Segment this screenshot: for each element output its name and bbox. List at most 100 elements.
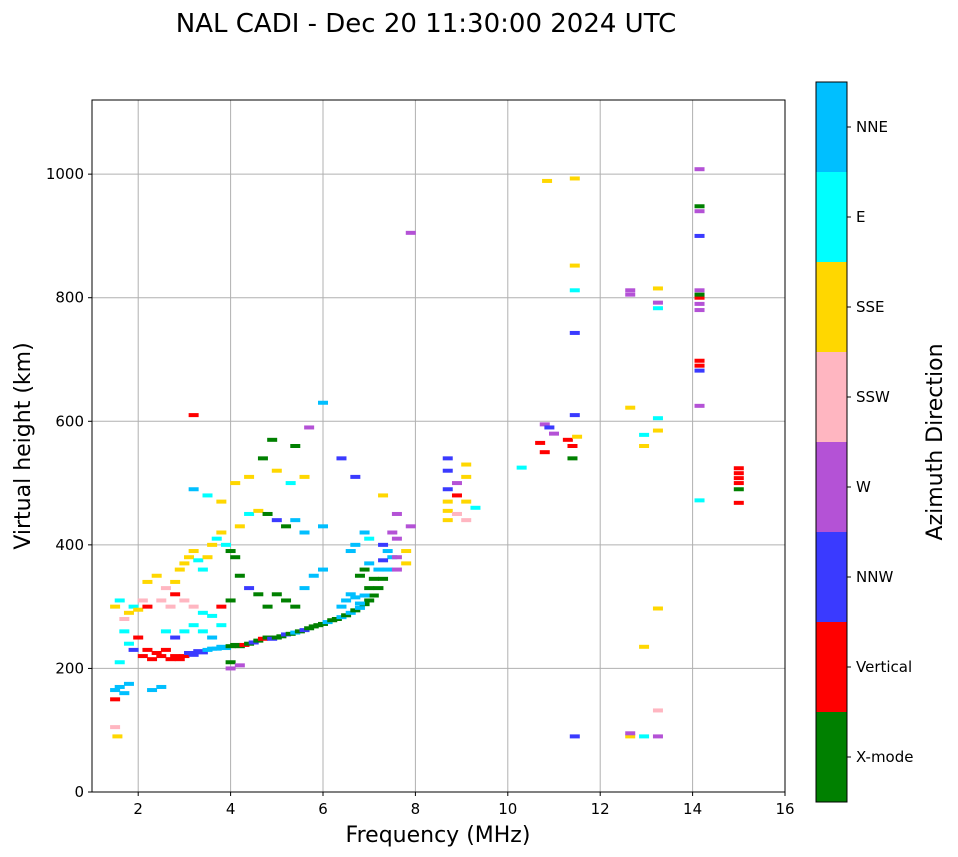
echo-point — [216, 604, 227, 609]
echo-point — [572, 434, 583, 439]
echo-point — [368, 593, 379, 598]
echo-point — [137, 654, 148, 659]
echo-point — [156, 654, 167, 659]
echo-point — [216, 623, 227, 628]
y-axis-ticks: 0 200 400 600 800 1000 — [46, 165, 92, 801]
echo-point — [234, 573, 245, 578]
echo-point — [639, 734, 650, 739]
echo-point — [281, 598, 292, 603]
colorbar-label: NNE — [856, 118, 888, 136]
echo-point — [733, 500, 744, 505]
colorbar-label: W — [856, 478, 871, 496]
echo-point — [193, 558, 204, 563]
echo-point — [391, 567, 402, 572]
echo-point — [350, 595, 361, 600]
echo-point — [137, 598, 148, 603]
echo-point — [652, 416, 663, 421]
echo-point — [364, 536, 375, 541]
x-tick-label: 6 — [318, 800, 328, 818]
echo-point — [382, 549, 393, 554]
echo-point — [225, 598, 236, 603]
echo-point — [567, 456, 578, 461]
echo-point — [405, 524, 416, 529]
echo-point — [391, 511, 402, 516]
echo-point — [694, 358, 705, 363]
echo-point — [569, 413, 580, 418]
echo-point — [123, 610, 134, 615]
echo-point — [156, 598, 167, 603]
colorbar-segment — [816, 622, 847, 712]
colorbar-segment — [816, 712, 847, 802]
echo-point — [539, 422, 550, 427]
y-tick-label: 1000 — [46, 165, 84, 183]
x-tick-label: 4 — [226, 800, 236, 818]
echo-point — [179, 654, 190, 659]
echo-point — [318, 400, 328, 405]
echo-point — [299, 586, 310, 591]
echo-point — [281, 524, 292, 529]
echo-point — [364, 586, 375, 591]
echo-point — [354, 601, 365, 606]
echo-point — [299, 474, 310, 479]
echo-point — [694, 363, 705, 368]
echo-point — [179, 629, 190, 634]
echo-point — [733, 476, 744, 481]
echo-point — [179, 561, 190, 566]
echo-point — [133, 635, 144, 640]
echo-point — [114, 684, 125, 689]
echo-point — [405, 230, 416, 235]
echo-point — [160, 647, 171, 652]
colorbar-segment — [816, 532, 847, 622]
echo-point — [188, 549, 199, 554]
echo-point — [639, 444, 650, 448]
echo-point — [442, 456, 453, 461]
echo-point — [694, 209, 705, 214]
echo-point — [391, 555, 402, 560]
echo-point — [165, 657, 176, 662]
echo-point — [625, 292, 636, 297]
colorbar-segment — [816, 352, 847, 442]
echo-point — [257, 456, 268, 461]
echo-point — [188, 487, 199, 492]
echo-point — [694, 288, 705, 293]
echo-point — [151, 573, 162, 578]
x-tick-label: 14 — [683, 800, 702, 818]
echo-point — [442, 508, 453, 513]
echo-point — [401, 561, 412, 566]
echo-point — [207, 542, 218, 547]
echo-point — [359, 593, 370, 598]
echo-point — [211, 536, 222, 541]
echo-point — [387, 530, 398, 535]
echo-point — [142, 579, 153, 584]
echo-point — [170, 592, 181, 597]
echo-point — [350, 608, 361, 613]
colorbar-label: SSW — [856, 388, 890, 406]
echo-point — [694, 295, 705, 300]
echo-point — [216, 530, 227, 535]
colorbar-frame — [815, 81, 848, 803]
echo-point — [544, 425, 555, 430]
echo-point — [304, 425, 315, 430]
echo-point — [184, 555, 195, 560]
colorbar-label: SSE — [856, 298, 885, 316]
colorbar-segment — [816, 442, 847, 532]
grid-lines — [92, 100, 786, 793]
echo-point — [694, 498, 705, 503]
echo-point — [179, 598, 190, 603]
colorbar-segment — [816, 262, 847, 352]
echo-point — [160, 586, 171, 591]
echo-point — [442, 518, 453, 523]
echo-point — [119, 629, 130, 634]
echo-point — [128, 604, 139, 609]
echo-point — [225, 666, 236, 671]
echo-point — [174, 567, 185, 572]
colorbar-segment — [816, 82, 847, 172]
echo-point — [442, 499, 453, 504]
echo-point — [567, 444, 578, 448]
echo-point — [569, 288, 580, 293]
echo-point — [694, 308, 705, 313]
echo-point — [391, 536, 402, 541]
colorbar-label: NNW — [856, 568, 893, 586]
echo-point — [354, 573, 365, 578]
echo-point — [625, 288, 636, 293]
